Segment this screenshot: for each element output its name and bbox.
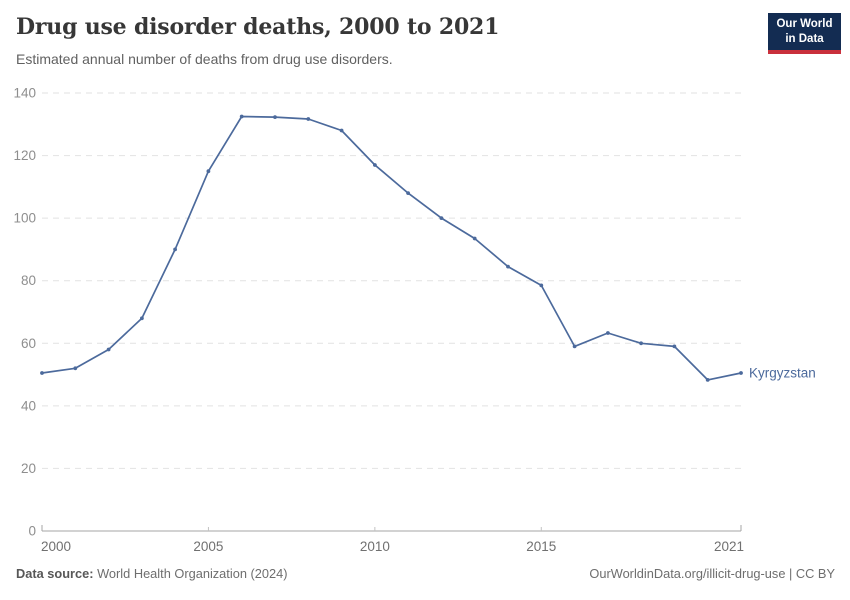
data-point[interactable] (672, 344, 677, 349)
owid-logo-line1: Our World (776, 18, 833, 31)
chart-title: Drug use disorder deaths, 2000 to 2021 (16, 14, 500, 40)
license-link[interactable]: OurWorldinData.org/illicit-drug-use | CC… (589, 566, 835, 581)
data-point[interactable] (140, 316, 144, 321)
data-point[interactable] (739, 371, 743, 375)
data-point[interactable] (239, 114, 244, 119)
x-axis-tick-label: 2005 (193, 539, 223, 554)
data-point[interactable] (705, 378, 710, 382)
y-axis-tick-label: 60 (21, 336, 36, 351)
data-point[interactable] (339, 128, 344, 133)
data-point[interactable] (106, 347, 111, 352)
y-axis-tick-label: 120 (13, 148, 36, 163)
data-point[interactable] (406, 191, 410, 196)
data-point[interactable] (373, 163, 377, 167)
data-point[interactable] (73, 366, 78, 371)
chart-footer: Data source: World Health Organization (… (16, 566, 835, 581)
data-point[interactable] (40, 371, 44, 375)
data-source-value: World Health Organization (2024) (93, 566, 288, 581)
data-point[interactable] (206, 169, 211, 174)
y-axis-tick-label: 20 (21, 461, 36, 476)
x-axis-tick-label: 2015 (526, 539, 556, 554)
x-axis-tick-label: 2000 (41, 539, 71, 554)
series-entity-label[interactable]: Kyrgyzstan (749, 366, 816, 381)
owid-logo: Our World in Data (768, 13, 841, 54)
y-axis-tick-label: 0 (28, 524, 36, 539)
data-source-label: Data source: (16, 566, 94, 581)
data-point[interactable] (639, 341, 643, 346)
data-point[interactable] (273, 115, 277, 119)
data-point[interactable] (472, 236, 477, 241)
y-axis-tick-label: 80 (21, 273, 36, 288)
data-line[interactable] (41, 115, 742, 381)
y-axis-tick-label: 40 (21, 398, 36, 413)
data-point[interactable] (572, 344, 577, 349)
data-point[interactable] (173, 247, 178, 252)
data-source: Data source: World Health Organization (… (16, 566, 287, 581)
data-point[interactable] (506, 264, 510, 269)
x-axis-tick-label: 2021 (714, 539, 744, 554)
owid-logo-line2: in Data (785, 32, 824, 45)
data-point[interactable] (306, 117, 311, 121)
y-axis-tick-label: 100 (13, 211, 36, 226)
data-point[interactable] (606, 331, 610, 335)
x-axis-tick-label: 2010 (360, 539, 390, 554)
data-point[interactable] (539, 283, 544, 288)
chart-subtitle: Estimated annual number of deaths from d… (16, 50, 393, 67)
data-point[interactable] (439, 216, 444, 221)
chart-header: Drug use disorder deaths, 2000 to 2021 E… (16, 14, 730, 68)
y-axis-tick-label: 140 (13, 86, 36, 101)
